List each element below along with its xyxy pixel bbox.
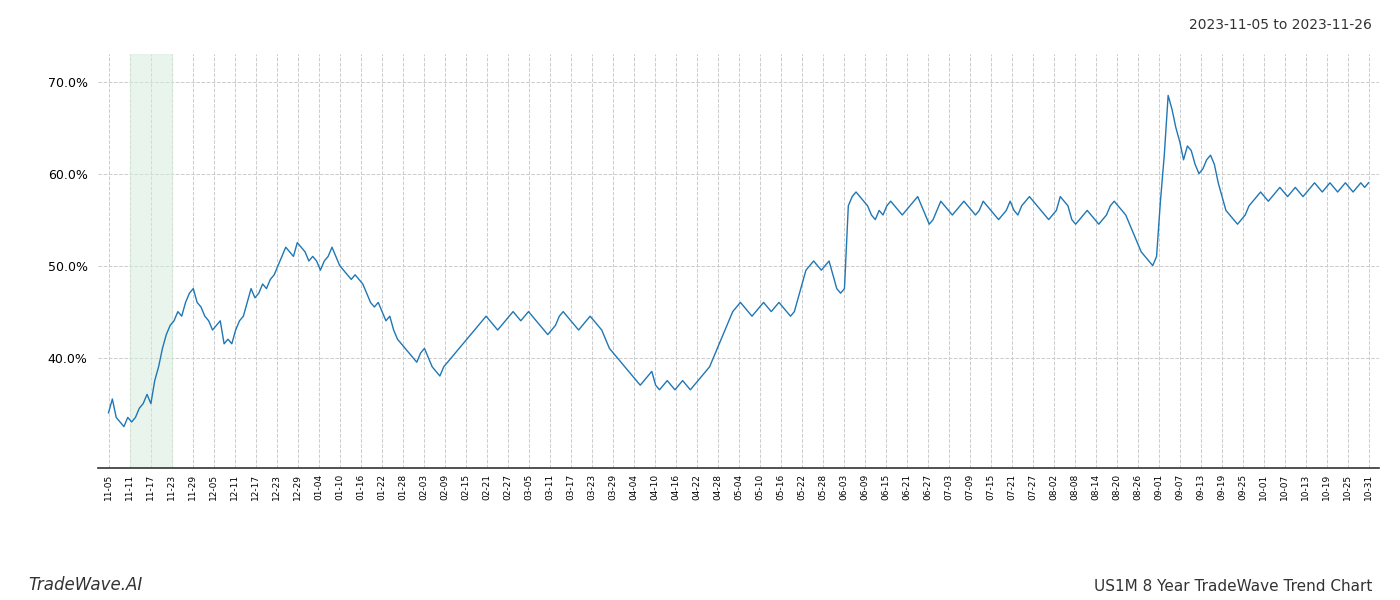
Text: US1M 8 Year TradeWave Trend Chart: US1M 8 Year TradeWave Trend Chart bbox=[1093, 579, 1372, 594]
Text: 2023-11-05 to 2023-11-26: 2023-11-05 to 2023-11-26 bbox=[1189, 18, 1372, 32]
Bar bbox=[130, 54, 172, 468]
Text: TradeWave.AI: TradeWave.AI bbox=[28, 576, 143, 594]
